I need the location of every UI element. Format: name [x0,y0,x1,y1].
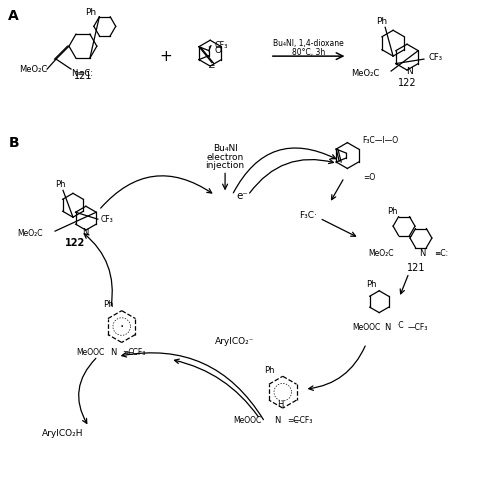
Text: CF₃: CF₃ [101,214,114,224]
Text: H: H [277,400,284,408]
Text: ArylCO₂⁻: ArylCO₂⁻ [215,337,255,346]
Text: MeOOC: MeOOC [352,323,381,332]
Text: 80°C, 3h: 80°C, 3h [292,48,325,56]
Text: 122: 122 [65,238,85,248]
Text: N≡C:: N≡C: [71,68,93,78]
Text: N: N [82,228,88,236]
Text: 122: 122 [398,78,416,88]
Text: N: N [406,66,412,76]
Text: Ph: Ph [377,17,388,26]
Text: MeO₂C: MeO₂C [369,250,394,258]
Text: MeO₂C: MeO₂C [351,68,379,78]
Text: CF₃: CF₃ [215,41,228,50]
Text: —CF₃: —CF₃ [125,348,146,357]
Text: e⁻: e⁻ [236,192,248,202]
Text: N: N [275,416,281,424]
Text: F₃C·: F₃C· [299,210,316,220]
Text: 121: 121 [73,71,92,81]
Text: Bu₄NI: Bu₄NI [213,144,238,153]
Text: Bu₄NI, 1,4-dioxane: Bu₄NI, 1,4-dioxane [273,38,344,48]
Text: =C: =C [123,348,134,357]
Text: B: B [8,136,19,149]
Text: MeO₂C: MeO₂C [18,228,43,237]
Text: Ph: Ph [264,366,275,375]
Text: N: N [384,323,390,332]
Text: N: N [419,250,425,258]
Text: —CF₃: —CF₃ [408,323,428,332]
Text: F₃C—I—O: F₃C—I—O [362,136,398,145]
Text: MeOOC: MeOOC [233,416,261,424]
Text: N: N [110,348,117,357]
Text: O: O [215,46,222,55]
Text: MeO₂C: MeO₂C [19,64,47,74]
Text: A: A [8,10,19,24]
Text: Ph: Ph [55,180,65,189]
Text: I: I [208,46,210,55]
Text: ·: · [120,320,124,334]
Text: 121: 121 [407,263,425,273]
Text: CF₃: CF₃ [429,52,443,62]
Text: Ph: Ph [366,280,377,289]
Text: electron: electron [206,153,244,162]
Text: —CF₃: —CF₃ [292,416,313,424]
Text: ArylCO₂H: ArylCO₂H [42,430,84,438]
Text: =O: =O [363,173,375,182]
Text: MeOOC: MeOOC [76,348,104,357]
Text: ·C: ·C [396,321,404,330]
Text: Ph: Ph [387,206,397,216]
Text: ≡C:: ≡C: [434,250,448,258]
Text: =C: =C [287,416,299,424]
Text: Ph: Ph [104,300,114,309]
Text: +: + [159,48,172,64]
Text: =: = [207,62,215,71]
Text: injection: injection [205,161,245,170]
Text: Ph: Ph [85,8,96,17]
